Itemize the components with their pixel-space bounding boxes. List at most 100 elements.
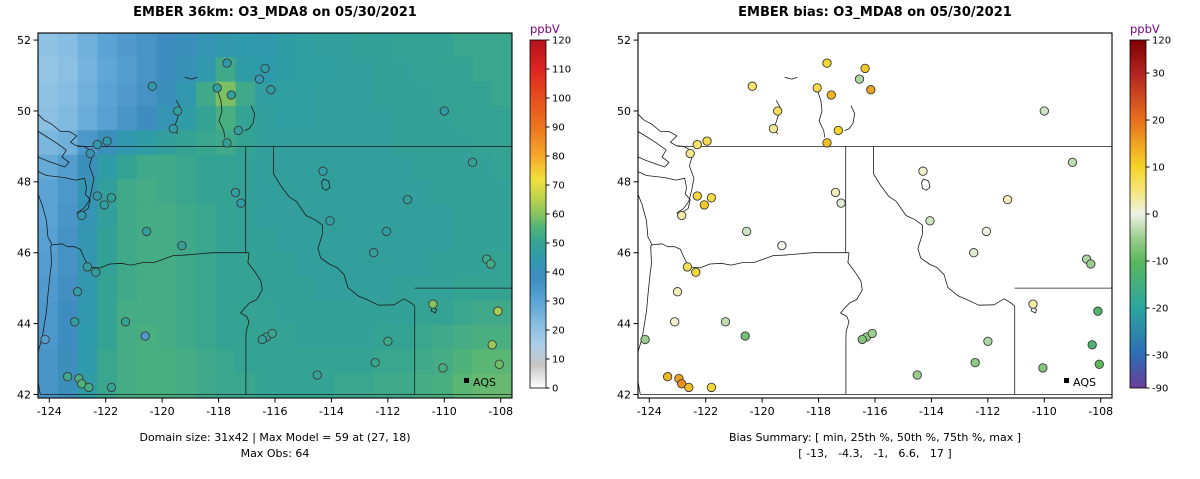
raster-cell xyxy=(472,300,493,326)
colorbar-tick-label: -20 xyxy=(1152,303,1168,314)
station-dot xyxy=(740,331,750,341)
station-dot xyxy=(1086,259,1096,269)
raster-cell xyxy=(156,300,177,326)
station-dot xyxy=(1093,306,1103,316)
raster-cell xyxy=(176,130,197,156)
station-dot xyxy=(369,248,379,258)
raster-cell xyxy=(492,325,512,350)
raster-cell xyxy=(413,154,434,180)
raster-cell xyxy=(57,179,78,204)
station-dot xyxy=(428,299,438,309)
station-dot xyxy=(699,200,709,210)
raster-cell xyxy=(136,33,157,58)
raster-cell xyxy=(176,33,197,58)
raster-cell xyxy=(294,179,315,204)
raster-cell xyxy=(57,57,78,83)
station-dot xyxy=(493,306,503,316)
raster-cell xyxy=(294,106,315,131)
geo-lake-yellowstone xyxy=(430,307,438,314)
raster-cell xyxy=(215,373,236,398)
y-axis-tick-label: 42 xyxy=(17,388,31,401)
raster-cell xyxy=(255,300,276,326)
station-dot xyxy=(826,90,836,100)
station-dot xyxy=(822,58,832,68)
station-dot xyxy=(62,372,73,382)
raster-cell xyxy=(452,252,473,277)
raster-cell xyxy=(196,349,217,375)
raster-cell xyxy=(393,252,414,277)
geo-or-id xyxy=(840,252,863,395)
x-axis-tick-label: -116 xyxy=(863,405,888,418)
raster-cell xyxy=(196,81,217,107)
station-dot xyxy=(970,357,980,368)
raster-cell xyxy=(57,252,78,277)
raster-cell xyxy=(373,179,394,204)
station-dot xyxy=(860,63,870,74)
raster-cell xyxy=(136,203,157,229)
raster-cell xyxy=(373,325,394,350)
station-dot xyxy=(230,187,241,198)
raster-cell xyxy=(38,179,59,204)
raster-cell xyxy=(176,81,197,107)
raster-cell xyxy=(57,276,78,302)
geo-lake-flathead xyxy=(321,178,331,191)
raster-cell xyxy=(97,300,118,326)
raster-cell xyxy=(413,325,434,350)
raster-cell xyxy=(294,300,315,326)
raster-cell xyxy=(57,203,78,229)
raster-cell xyxy=(314,81,335,107)
raster-cell xyxy=(38,252,59,277)
station-dot xyxy=(106,193,117,203)
geo-lake-kootenay xyxy=(244,105,256,131)
model-map-canvas: AQS -124 -122 -120 -118 -116 -114 -112 -110 -108 4… xyxy=(17,32,571,418)
raster-cell xyxy=(373,252,394,277)
raster-cell xyxy=(373,130,394,156)
aqs-legend-marker xyxy=(1064,378,1069,383)
raster-cell xyxy=(334,252,355,277)
aqs-legend-label: AQS xyxy=(473,376,496,389)
y-axis-tick-label: 50 xyxy=(617,105,631,118)
colorbar-tick-label: 40 xyxy=(552,268,565,279)
raster-cell xyxy=(393,276,414,302)
raster-cell xyxy=(354,154,375,180)
station-dot xyxy=(677,210,687,221)
station-dot xyxy=(212,83,222,93)
map-outlines xyxy=(38,76,512,395)
raster-cell xyxy=(97,33,118,58)
raster-cell xyxy=(97,106,118,131)
raster-cell xyxy=(136,252,157,277)
colorbar-tick-label: 120 xyxy=(1152,36,1171,47)
station-dot xyxy=(1028,299,1038,309)
geo-strait-puget xyxy=(638,146,695,215)
raster-cell xyxy=(196,227,217,253)
raster-cell xyxy=(117,203,138,229)
raster-cell xyxy=(393,325,414,350)
raster-cell xyxy=(294,276,315,302)
station-dot xyxy=(226,90,236,100)
geo-id-mt xyxy=(873,146,1015,307)
raster-cell xyxy=(334,81,355,107)
raster-cell xyxy=(452,81,473,107)
station-dot xyxy=(682,262,693,272)
station-dot xyxy=(1039,106,1049,116)
raster-cell xyxy=(373,33,394,58)
raster-cell xyxy=(117,325,138,350)
raster-cell xyxy=(334,154,355,180)
raster-cell xyxy=(136,57,157,83)
station-dot xyxy=(1038,363,1048,373)
raster-cell xyxy=(255,33,276,58)
raster-cell xyxy=(472,57,493,83)
raster-cell xyxy=(452,33,473,58)
raster-cell xyxy=(38,276,59,302)
raster-cell xyxy=(452,179,473,204)
station-dot xyxy=(40,334,50,345)
raster-cell xyxy=(354,81,375,107)
raster-cell xyxy=(117,130,138,156)
raster-cell xyxy=(413,81,434,107)
x-axis-tick-label: -122 xyxy=(93,405,118,418)
x-axis-tick-label: -110 xyxy=(1032,405,1057,418)
geo-bc-coast xyxy=(638,113,684,147)
raster-cell xyxy=(492,179,512,204)
geo-lake-kootenay xyxy=(844,105,856,131)
raster-cell xyxy=(38,154,59,180)
